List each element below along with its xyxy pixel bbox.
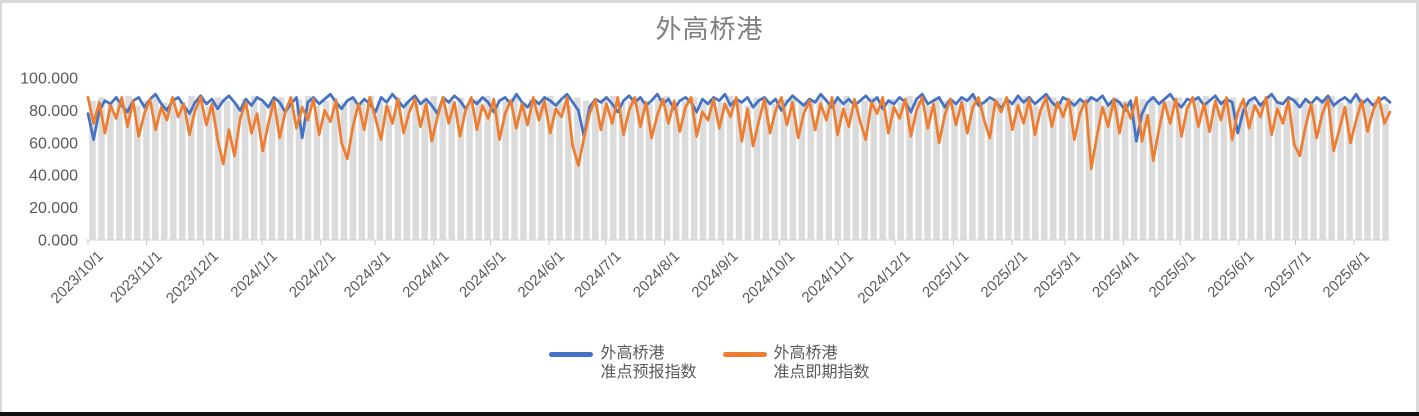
bar-series	[89, 95, 1389, 241]
legend-label-spot: 外高桥港 准点即期指数	[774, 344, 870, 382]
y-tick-label: 100.000	[20, 71, 78, 88]
x-tick-label: 2024/2/1	[286, 248, 339, 301]
y-tick-label: 20.000	[29, 200, 78, 217]
y-tick-label: 0.000	[38, 233, 78, 250]
x-tick-label: 2024/9/1	[688, 248, 741, 301]
x-tick-label: 2024/1/1	[227, 248, 280, 301]
x-tick-label: 2023/12/1	[163, 248, 222, 307]
legend: 外高桥港 准点预报指数 外高桥港 准点即期指数	[0, 344, 1419, 382]
forecast-line-series	[86, 92, 1392, 143]
x-tick-label: 2025/5/1	[1146, 248, 1199, 301]
x-tick-label: 2025/4/1	[1089, 248, 1142, 301]
x-tick-label: 2024/8/1	[630, 248, 683, 301]
y-tick-label: 60.000	[29, 135, 78, 152]
x-tick-label: 2025/3/1	[1031, 248, 1084, 301]
x-tick-label: 2024/12/1	[855, 248, 914, 307]
y-tick-label: 80.000	[29, 103, 78, 120]
x-tick-label: 2025/7/1	[1261, 248, 1314, 301]
panel-border-top	[0, 0, 1419, 3]
panel-border-left	[0, 0, 2, 416]
x-tick-label: 2025/8/1	[1320, 248, 1373, 301]
x-tick-label: 2024/5/1	[456, 248, 509, 301]
legend-item-spot: 外高桥港 准点即期指数	[722, 344, 870, 382]
forecast-line-swatch	[549, 352, 594, 357]
legend-label-line1: 外高桥港	[773, 345, 838, 362]
x-tick-label: 2024/4/1	[399, 248, 452, 301]
chart-title: 外高桥港	[655, 14, 764, 44]
legend-label-line2: 准点预报指数	[600, 364, 697, 381]
x-tick-label: 2024/3/1	[341, 248, 394, 301]
legend-label-forecast: 外高桥港 准点预报指数	[600, 344, 696, 382]
x-tick-label: 2024/6/1	[515, 248, 568, 301]
panel-border-right	[1416, 0, 1419, 416]
x-tick-label: 2023/10/1	[48, 248, 107, 307]
x-tick-label: 2024/10/1	[739, 248, 798, 307]
plot-svg: 0.000 20.000 40.000 60.000 80.000 100.000 2023…	[20, 71, 1392, 307]
y-axis: 0.000 20.000 40.000 60.000 80.000 100.000	[20, 71, 78, 250]
legend-label-line1: 外高桥港	[600, 345, 665, 362]
x-tick-label: 2024/11/1	[799, 248, 857, 306]
x-tick-label: 2025/6/1	[1204, 248, 1257, 301]
x-tick-label: 2024/7/1	[571, 248, 624, 301]
x-tick-label: 2023/11/1	[107, 248, 165, 306]
x-tick-label: 2025/2/1	[978, 248, 1031, 301]
spot-line-swatch	[722, 352, 767, 357]
panel-border-bottom	[0, 412, 1419, 416]
legend-item-forecast: 外高桥港 准点预报指数	[549, 344, 697, 382]
y-tick-label: 40.000	[29, 168, 78, 185]
legend-label-line2: 准点即期指数	[773, 364, 870, 381]
x-tick-label: 2025/1/1	[919, 248, 972, 301]
spot-line-series	[86, 96, 1392, 171]
